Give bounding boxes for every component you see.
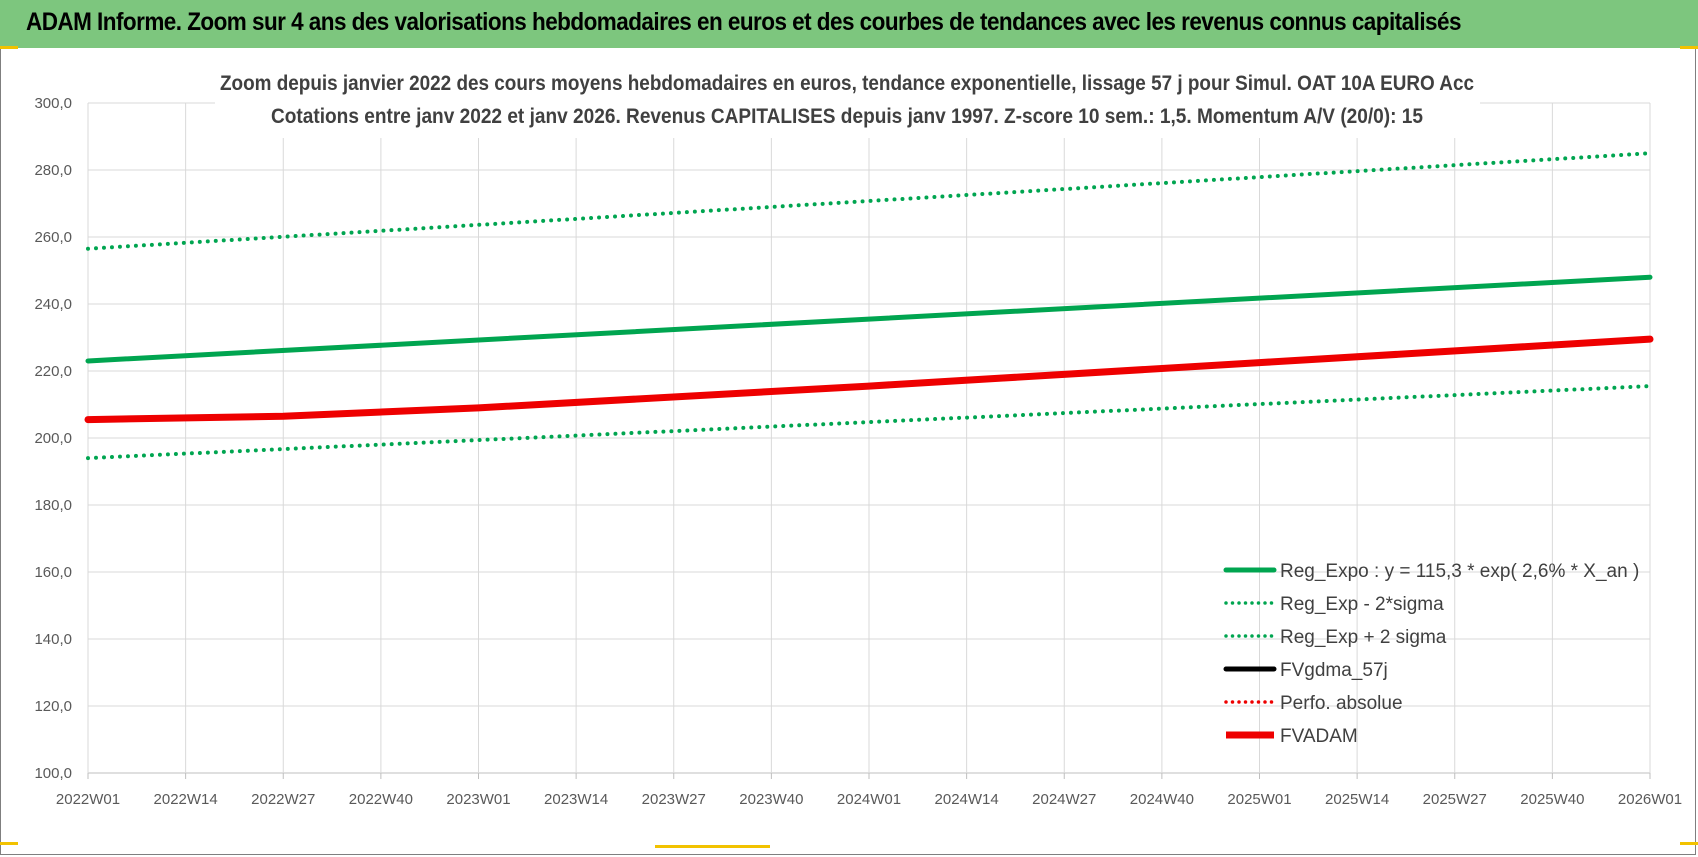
x-tick-label: 2026W01 (1618, 791, 1682, 808)
series-line (86, 151, 1652, 251)
legend-label: Reg_Exp - 2*sigma (1280, 594, 1444, 615)
series-line (85, 274, 1653, 364)
x-tick-label: 2025W27 (1423, 791, 1487, 808)
y-tick-label: 220,0 (34, 363, 72, 380)
y-tick-label: 280,0 (34, 162, 72, 179)
x-tick-label: 2023W14 (544, 791, 608, 808)
legend-label: Perfo. absolue (1280, 693, 1403, 714)
y-tick-label: 240,0 (34, 296, 72, 313)
x-tick-label: 2024W14 (935, 791, 999, 808)
banner: ADAM Informe. Zoom sur 4 ans des valoris… (0, 0, 1698, 48)
x-tick-label: 2023W40 (739, 791, 803, 808)
chart-subtitle: Cotations entre janv 2022 et janv 2026. … (271, 105, 1423, 128)
y-tick-label: 200,0 (34, 430, 72, 447)
accent-mark-bottom-right (1680, 842, 1698, 845)
series-line (86, 384, 1652, 461)
y-tick-label: 120,0 (34, 698, 72, 715)
x-tick-label: 2025W14 (1325, 791, 1389, 808)
x-tick-label: 2022W27 (251, 791, 315, 808)
y-tick-label: 100,0 (34, 765, 72, 782)
x-tick-label: 2024W27 (1032, 791, 1096, 808)
x-tick-label: 2025W01 (1227, 791, 1291, 808)
legend-label: FVgdma_57j (1280, 660, 1388, 681)
y-tick-label: 300,0 (34, 95, 72, 112)
chart-title: Zoom depuis janvier 2022 des cours moyen… (220, 72, 1474, 95)
x-tick-label: 2022W40 (349, 791, 413, 808)
accent-mark-left (0, 46, 18, 49)
series-line (84, 335, 1654, 424)
legend-label: FVADAM (1280, 726, 1358, 747)
x-tick-label: 2023W01 (446, 791, 510, 808)
title-backdrop (215, 64, 1480, 138)
x-tick-label: 2022W14 (154, 791, 218, 808)
accent-mark-right (1680, 46, 1698, 49)
y-tick-label: 160,0 (34, 564, 72, 581)
x-tick-label: 2022W01 (56, 791, 120, 808)
x-tick-label: 2025W40 (1520, 791, 1584, 808)
x-tick-labels: 2022W01 2022W14 2022W27 2022W40 2023W01 2023W… (56, 791, 1682, 808)
accent-mark-bottom-left (0, 842, 18, 845)
y-tick-labels: 100,0 120,0 140,0 160,0 180,0 200,0 220,0 240,0… (34, 95, 72, 782)
x-tick-label: 2024W01 (837, 791, 901, 808)
banner-title: ADAM Informe. Zoom sur 4 ans des valoris… (26, 8, 1461, 36)
legend: Reg_Expo : y = 115,3 * exp( 2,6% * X_an … (1223, 561, 1639, 747)
y-tick-label: 180,0 (34, 497, 72, 514)
legend-label: Reg_Expo : y = 115,3 * exp( 2,6% * X_an … (1280, 561, 1639, 582)
legend-label: Reg_Exp + 2 sigma (1280, 627, 1447, 648)
series-lines (84, 151, 1654, 461)
accent-mark-bottom-center (655, 845, 770, 848)
grid (87, 102, 1651, 779)
y-tick-label: 140,0 (34, 631, 72, 648)
x-tick-label: 2024W40 (1130, 791, 1194, 808)
y-tick-label: 260,0 (34, 229, 72, 246)
x-tick-label: 2023W27 (642, 791, 706, 808)
